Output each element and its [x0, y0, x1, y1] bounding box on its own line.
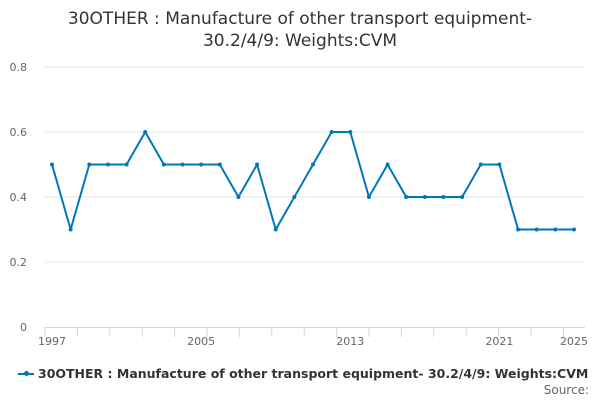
- data-point: [404, 195, 409, 199]
- y-tick-label: 0.6: [10, 126, 28, 139]
- source-label: Source:: [543, 383, 589, 397]
- data-point: [516, 227, 521, 232]
- data-point: [255, 162, 260, 167]
- data-point: [366, 195, 371, 199]
- data-point: [273, 227, 278, 232]
- chart-title: 30OTHER : Manufacture of other transport…: [0, 8, 600, 52]
- data-point: [199, 162, 204, 167]
- data-point: [124, 162, 129, 167]
- data-point: [348, 130, 353, 134]
- data-point: [217, 162, 222, 167]
- data-point: [422, 195, 427, 199]
- data-point: [311, 162, 315, 167]
- data-point: [105, 162, 110, 167]
- legend-line-marker-icon: [18, 371, 34, 376]
- y-tick-label: 0.2: [10, 256, 28, 269]
- data-point: [161, 162, 166, 167]
- data-point: [50, 162, 54, 167]
- data-point: [553, 227, 558, 232]
- data-point: [236, 195, 241, 199]
- data-point: [534, 227, 539, 232]
- data-point: [497, 162, 502, 167]
- chart-title-line-2: 30.2/4/9: Weights:CVM: [202, 31, 398, 51]
- x-tick-label: 2005: [187, 335, 215, 348]
- x-tick-label: 1997: [38, 335, 66, 348]
- data-point: [329, 130, 334, 134]
- y-tick-label: 0.4: [10, 191, 28, 204]
- y-tick-label: 0: [20, 321, 27, 334]
- x-tick-label: 2021: [485, 335, 513, 348]
- data-point: [292, 195, 297, 199]
- legend-item[interactable]: 30OTHER : Manufacture of other transport…: [18, 366, 588, 381]
- data-point: [143, 130, 148, 134]
- x-tick-label: 2025: [560, 335, 588, 348]
- series-line: [51, 131, 574, 231]
- y-tick-label: 0.8: [10, 61, 28, 74]
- legend-label: 30OTHER : Manufacture of other transport…: [38, 366, 589, 381]
- data-point: [572, 227, 576, 232]
- chart-title-line-1: 30OTHER : Manufacture of other transport…: [67, 9, 533, 29]
- data-point: [478, 162, 483, 167]
- data-point: [87, 162, 92, 167]
- data-point: [441, 195, 446, 199]
- data-point: [180, 162, 185, 167]
- x-tick-label: 2013: [336, 335, 364, 348]
- data-point: [68, 227, 73, 232]
- data-point: [460, 195, 465, 199]
- data-point: [385, 162, 390, 167]
